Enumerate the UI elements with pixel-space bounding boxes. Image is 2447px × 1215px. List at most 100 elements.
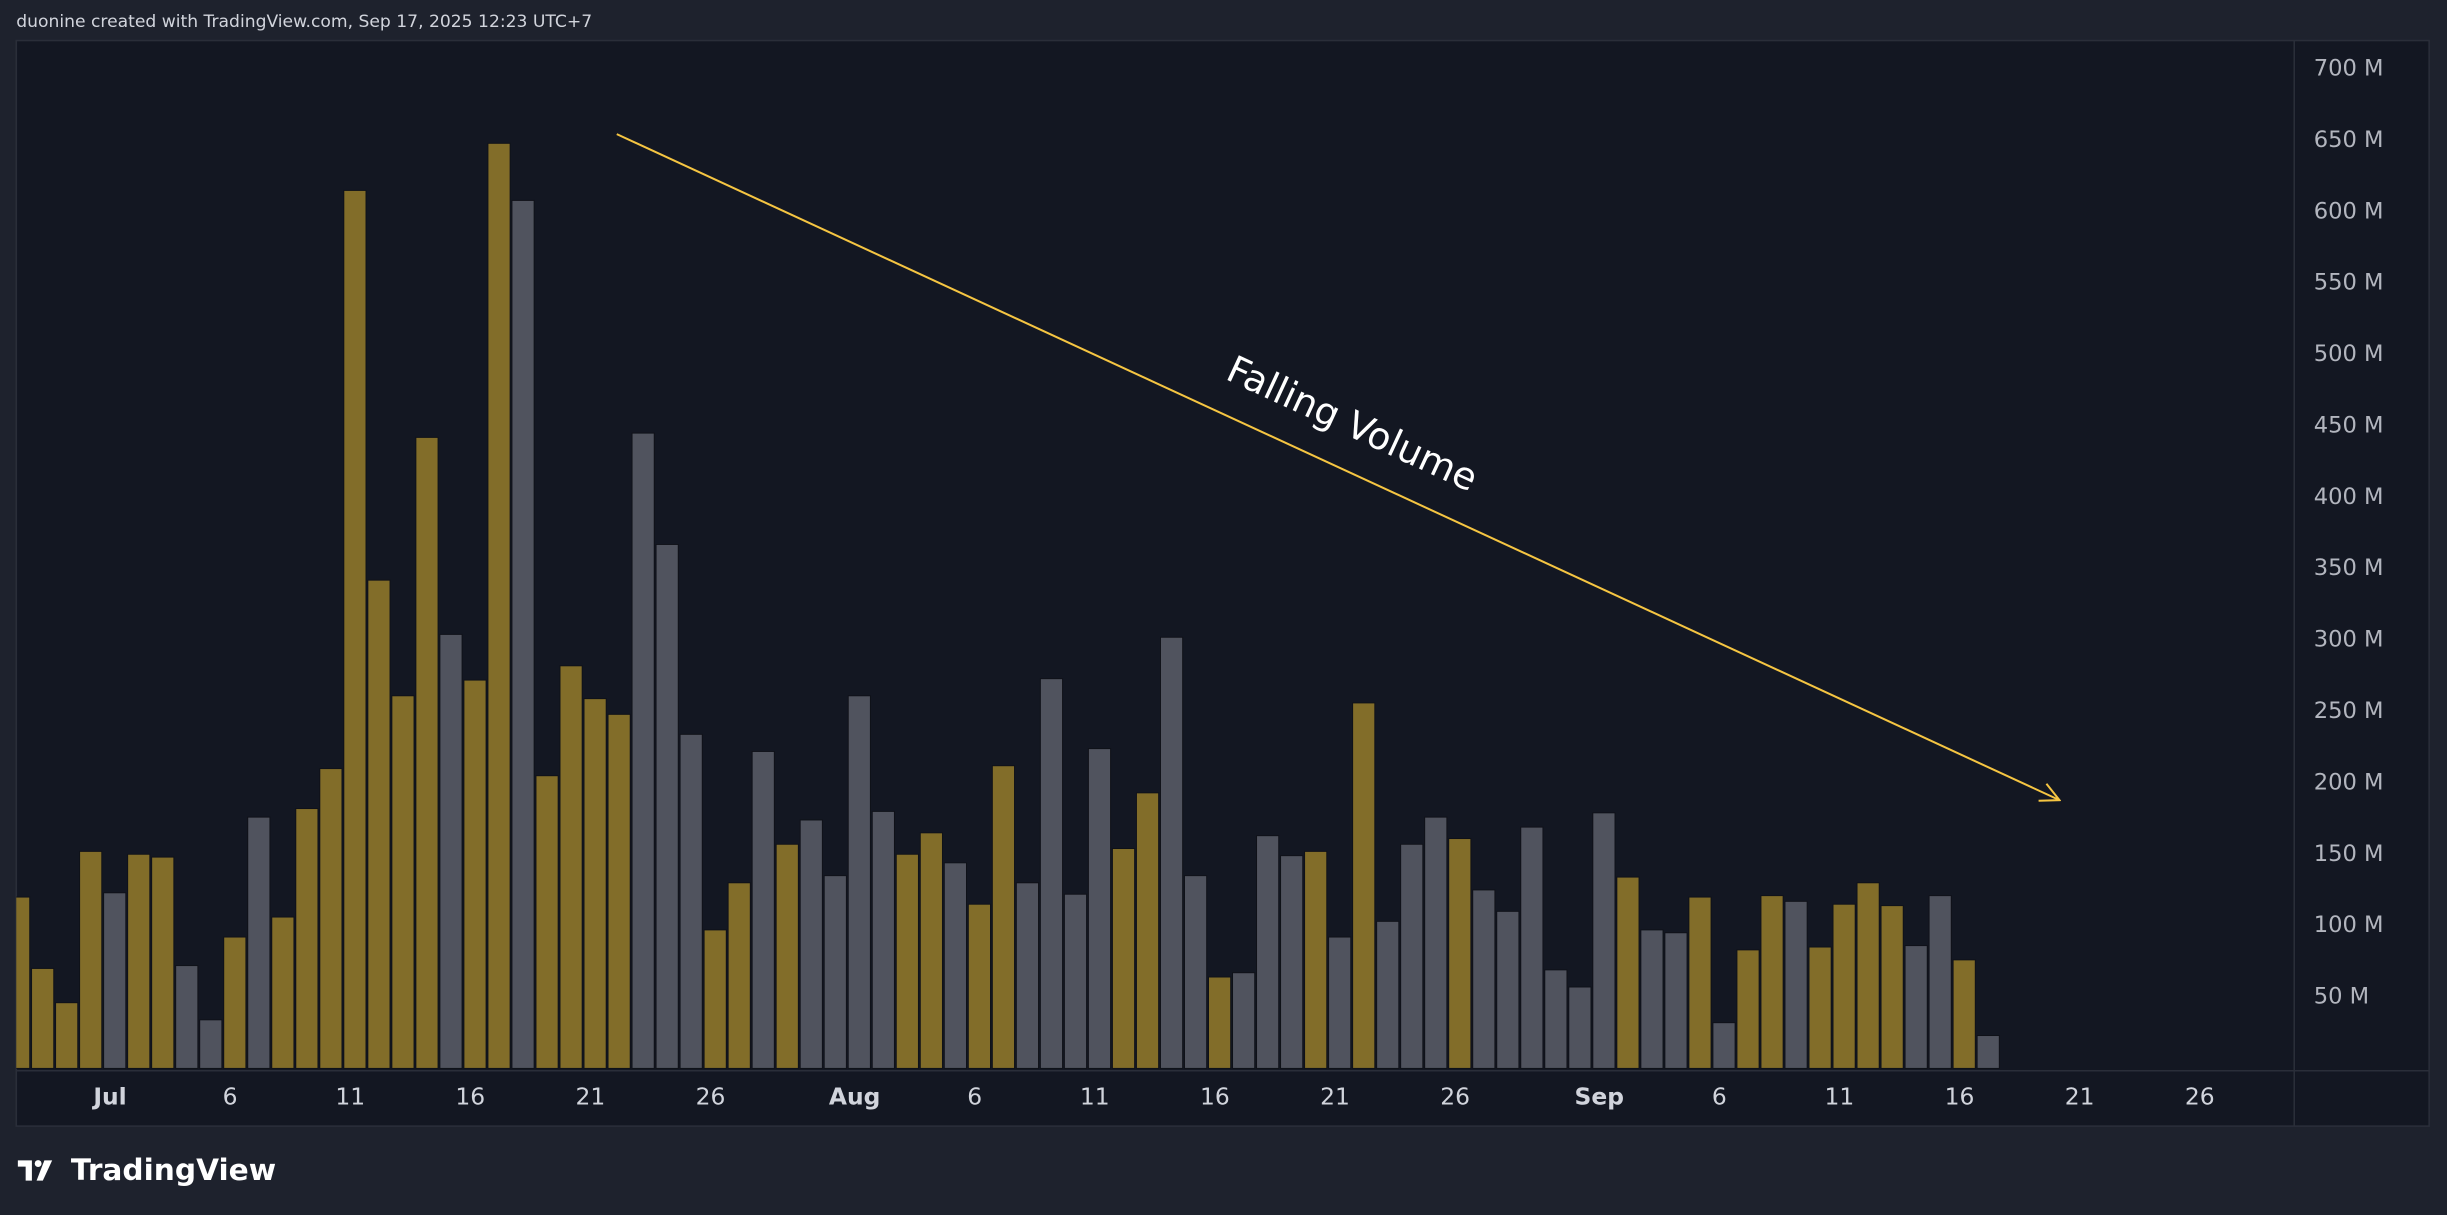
x-tick-label: 11 (1825, 1083, 1855, 1111)
bar (1784, 900, 1808, 1069)
bar (55, 1002, 79, 1069)
logo: TradingView (17, 1152, 276, 1187)
bar (655, 544, 679, 1069)
bar (1568, 986, 1592, 1069)
header-text: duonine created with TradingView.com, Se… (16, 12, 592, 32)
x-tick-label: 21 (2065, 1083, 2095, 1111)
x-tick-label: 11 (1080, 1083, 1110, 1111)
y-tick-label: 400 M (2314, 484, 2384, 510)
bar (367, 579, 391, 1069)
bar (1304, 850, 1328, 1069)
bar (991, 765, 1015, 1069)
trend-arrow (616, 133, 2060, 800)
x-tick-label: 16 (1200, 1083, 1230, 1111)
bar (727, 882, 751, 1069)
bar (343, 189, 367, 1069)
x-tick-label: 11 (335, 1083, 365, 1111)
bar (535, 775, 559, 1069)
y-tick-label: 700 M (2314, 56, 2384, 82)
bar (1832, 903, 1856, 1069)
y-tick-label: 500 M (2314, 341, 2384, 367)
y-tick-label: 350 M (2314, 555, 2384, 581)
bar (1760, 895, 1784, 1069)
bar (1688, 896, 1712, 1069)
logo-icon (17, 1160, 32, 1181)
bar (559, 665, 583, 1069)
bar (1111, 848, 1136, 1069)
bar (439, 633, 463, 1069)
bar (799, 819, 823, 1069)
bar (1328, 936, 1352, 1069)
y-tick-label: 200 M (2314, 769, 2384, 795)
y-tick-label: 550 M (2314, 270, 2384, 296)
bar (1736, 949, 1760, 1069)
bar (1616, 876, 1640, 1069)
bar (1496, 910, 1520, 1069)
bar (1520, 826, 1544, 1069)
bar (511, 199, 535, 1069)
bar (1232, 972, 1256, 1069)
bar (391, 695, 415, 1069)
x-tick-label: 26 (696, 1083, 726, 1111)
y-tick-label: 300 M (2314, 627, 2384, 653)
bar (16, 896, 31, 1069)
bar (487, 142, 511, 1069)
x-tick-label: 26 (2185, 1083, 2215, 1111)
bar (1664, 932, 1688, 1069)
bar (823, 875, 847, 1069)
bar (463, 679, 487, 1069)
x-tick-label: Jul (91, 1083, 126, 1111)
x-tick-label: 6 (1712, 1083, 1727, 1111)
bar (1015, 882, 1039, 1069)
bar (967, 903, 991, 1069)
bar (1712, 1022, 1736, 1069)
x-tick-label: 16 (1945, 1083, 1975, 1111)
bar (1280, 855, 1304, 1069)
bar (1544, 969, 1568, 1069)
bar (1640, 929, 1664, 1069)
y-tick-label: 600 M (2314, 198, 2384, 224)
bar (1448, 838, 1472, 1069)
y-tick-label: 650 M (2314, 127, 2384, 153)
bar (1160, 636, 1184, 1069)
bar (127, 853, 151, 1069)
bar (1256, 835, 1280, 1069)
logo-text: TradingView (71, 1152, 276, 1187)
bar (1087, 748, 1112, 1069)
bar (607, 713, 631, 1069)
bar (295, 808, 319, 1069)
bar (103, 892, 127, 1069)
bar (223, 936, 247, 1069)
y-tick-label: 50 M (2314, 984, 2369, 1010)
bar (1808, 946, 1832, 1069)
bar (1880, 905, 1904, 1069)
bar (1976, 1035, 2000, 1069)
bar (31, 967, 55, 1069)
bar (751, 751, 775, 1069)
x-tick-label: 26 (1440, 1083, 1470, 1111)
bar (775, 843, 799, 1069)
bar (1928, 895, 1952, 1069)
bar (151, 856, 175, 1069)
x-tick-label: 6 (223, 1083, 238, 1111)
axes: 50 M 100 M 150 M 200 M 250 M 300 M 350 M 400 M 4… (91, 56, 2383, 1111)
bar (679, 733, 703, 1069)
bar (247, 816, 271, 1069)
bars (16, 142, 2000, 1069)
bar (1208, 976, 1232, 1069)
bar (1376, 920, 1400, 1069)
bar (847, 695, 871, 1069)
bar (319, 768, 343, 1069)
bar (79, 850, 103, 1069)
y-tick-label: 250 M (2314, 698, 2384, 724)
x-tick-label: Sep (1575, 1083, 1624, 1111)
bar (919, 832, 943, 1069)
bar (1904, 945, 1928, 1069)
logo-icon (34, 1160, 42, 1167)
bar (1424, 816, 1448, 1069)
bar (895, 853, 919, 1069)
x-tick-label: 21 (1320, 1083, 1350, 1111)
y-tick-label: 150 M (2314, 841, 2384, 867)
